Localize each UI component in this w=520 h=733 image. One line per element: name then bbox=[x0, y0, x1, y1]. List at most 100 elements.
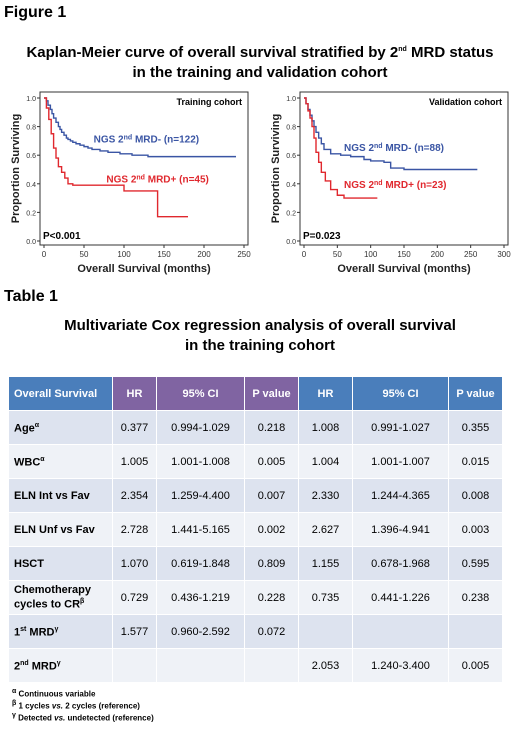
cell-pvalue-1: 0.072 bbox=[244, 614, 299, 649]
cell-ci-1: 0.619-1.848 bbox=[156, 546, 245, 581]
cell-hr-1: 0.377 bbox=[112, 410, 157, 445]
y-tick-label: 0.4 bbox=[26, 182, 36, 189]
series-label: NGS 2nd MRD+ (n=23) bbox=[344, 180, 446, 192]
header-hr-2: HR bbox=[298, 376, 353, 411]
header-ci-2: 95% CI bbox=[352, 376, 449, 411]
row-label-text: ELN Unf vs Fav bbox=[14, 523, 95, 536]
footnote-gamma-text: Detected bbox=[15, 713, 55, 723]
row-label-ordinal: nd bbox=[20, 660, 29, 668]
y-tick-label: 1.0 bbox=[286, 96, 296, 103]
row-label-post: MRD bbox=[26, 626, 55, 639]
series-label-sup: nd bbox=[374, 180, 383, 187]
footnote-gamma-text2: undetected (reference) bbox=[65, 713, 154, 723]
x-tick-label: 300 bbox=[497, 250, 511, 259]
row-label: ELN Int vs Fav bbox=[8, 478, 113, 513]
table-row: 2nd MRDγ 2.053 1.240-3.400 0.005 bbox=[8, 648, 503, 683]
x-tick-label: 100 bbox=[117, 250, 131, 259]
cell-ci-2 bbox=[352, 614, 449, 649]
series-label-post: MRD+ (n=23) bbox=[383, 180, 447, 191]
row-label: 1st MRDγ bbox=[8, 614, 113, 649]
y-axis-label: Proportion Surviving bbox=[10, 114, 22, 223]
p-value-label: P=0.023 bbox=[303, 231, 341, 242]
cell-hr-1: 1.577 bbox=[112, 614, 157, 649]
cell-ci-1: 0.436-1.219 bbox=[156, 580, 245, 615]
cell-pvalue-2: 0.355 bbox=[448, 410, 503, 445]
cell-hr-2: 2.627 bbox=[298, 512, 353, 547]
x-tick-label: 200 bbox=[431, 250, 445, 259]
y-tick-label: 0.4 bbox=[286, 182, 296, 189]
cell-ci-2: 0.441-1.226 bbox=[352, 580, 449, 615]
table-row: WBCα 1.005 1.001-1.008 0.005 1.004 1.001-1.00… bbox=[8, 444, 503, 479]
figure-title-pre: Kaplan-Meier curve of overall survival s… bbox=[26, 44, 399, 61]
table-title: Multivariate Cox regression analysis of … bbox=[0, 316, 520, 356]
y-tick-label: 0.8 bbox=[286, 125, 296, 132]
series-label-pre: NGS 2 bbox=[344, 143, 374, 154]
table-title-line2: in the training cohort bbox=[185, 337, 335, 354]
cell-ci-2: 1.244-4.365 bbox=[352, 478, 449, 513]
cell-ci-2: 1.396-4.941 bbox=[352, 512, 449, 547]
y-tick-label: 0.6 bbox=[286, 153, 296, 160]
footnote-beta-text: 1 cycles bbox=[16, 701, 52, 711]
x-tick-label: 200 bbox=[197, 250, 211, 259]
row-label: WBCα bbox=[8, 444, 113, 479]
table-row: ELN Unf vs Fav 2.728 1.441-5.165 0.002 2.627… bbox=[8, 512, 503, 547]
series-label-sup: nd bbox=[124, 134, 133, 141]
x-tick-label: 150 bbox=[157, 250, 171, 259]
cell-pvalue-1: 0.007 bbox=[244, 478, 299, 513]
cohort-label: Validation cohort bbox=[429, 97, 502, 107]
row-label: ELN Unf vs Fav bbox=[8, 512, 113, 547]
series-label-post: MRD- (n=122) bbox=[132, 134, 199, 145]
series-label-sup: nd bbox=[136, 174, 145, 181]
row-label-footnote-mark: α bbox=[40, 456, 45, 464]
row-label-text: Chemotherapy cycles to CR bbox=[14, 584, 92, 611]
x-tick-label: 100 bbox=[364, 250, 378, 259]
x-tick-label: 150 bbox=[397, 250, 411, 259]
cell-pvalue-1: 0.809 bbox=[244, 546, 299, 581]
row-label-footnote-mark: γ bbox=[56, 660, 61, 668]
cell-ci-1 bbox=[156, 648, 245, 683]
y-tick-label: 0.2 bbox=[286, 210, 296, 217]
footnote-beta-sym: β bbox=[12, 700, 17, 707]
x-tick-label: 0 bbox=[302, 250, 307, 259]
footnote-gamma: γ Detected vs. undetected (reference) bbox=[12, 712, 154, 723]
x-axis-label: Overall Survival (months) bbox=[77, 263, 211, 275]
cell-hr-1: 2.354 bbox=[112, 478, 157, 513]
p-value-label: P<0.001 bbox=[43, 231, 81, 242]
header-overall-survival: Overall Survival bbox=[8, 376, 113, 411]
cell-ci-1: 0.994-1.029 bbox=[156, 410, 245, 445]
row-label-text: HSCT bbox=[14, 557, 44, 570]
table-row: Chemotherapy cycles to CRβ 0.729 0.436-1.2… bbox=[8, 580, 503, 615]
cell-pvalue-2: 0.015 bbox=[448, 444, 503, 479]
cell-ci-1: 1.001-1.008 bbox=[156, 444, 245, 479]
series-label-post: MRD+ (n=45) bbox=[145, 174, 209, 185]
cell-hr-2: 0.735 bbox=[298, 580, 353, 615]
cell-hr-1: 1.005 bbox=[112, 444, 157, 479]
series-label-post: MRD- (n=88) bbox=[383, 143, 444, 154]
km-chart-validation: 0.0 0.2 0.4 0.6 0.8 1.0 0 50 100 150 200 250 300 Over… bbox=[270, 91, 511, 275]
y-tick-label: 0.6 bbox=[26, 153, 36, 160]
footnote-beta: β 1 cycles vs. 2 cycles (reference) bbox=[12, 700, 140, 711]
row-label-text: 2 bbox=[14, 660, 21, 673]
row-label: Ageα bbox=[8, 410, 113, 445]
cell-pvalue-1 bbox=[244, 648, 299, 683]
survival-curve-mrd-negative bbox=[304, 97, 478, 171]
cell-ci-1: 0.960-2.592 bbox=[156, 614, 245, 649]
cell-hr-1 bbox=[112, 648, 157, 683]
row-label-text: 1 bbox=[14, 626, 21, 639]
cell-hr-1: 2.728 bbox=[112, 512, 157, 547]
row-label-footnote-mark: β bbox=[80, 598, 85, 606]
cell-ci-2: 1.001-1.007 bbox=[352, 444, 449, 479]
table-label: Table 1 bbox=[4, 288, 58, 305]
cell-ci-2: 0.678-1.968 bbox=[352, 546, 449, 581]
row-label-text: ELN Int vs Fav bbox=[14, 489, 90, 502]
cell-pvalue-2 bbox=[448, 614, 503, 649]
table-row: Ageα 0.377 0.994-1.029 0.218 1.008 0.991-1.02… bbox=[8, 410, 503, 445]
x-tick-label: 50 bbox=[333, 250, 342, 259]
row-label: HSCT bbox=[8, 546, 113, 581]
cell-pvalue-1: 0.228 bbox=[244, 580, 299, 615]
survival-curve-mrd-positive bbox=[44, 97, 188, 218]
x-axis-label: Overall Survival (months) bbox=[337, 263, 471, 275]
row-label: Chemotherapy cycles to CRβ bbox=[8, 580, 113, 615]
cell-pvalue-2: 0.008 bbox=[448, 478, 503, 513]
cell-pvalue-1: 0.218 bbox=[244, 410, 299, 445]
